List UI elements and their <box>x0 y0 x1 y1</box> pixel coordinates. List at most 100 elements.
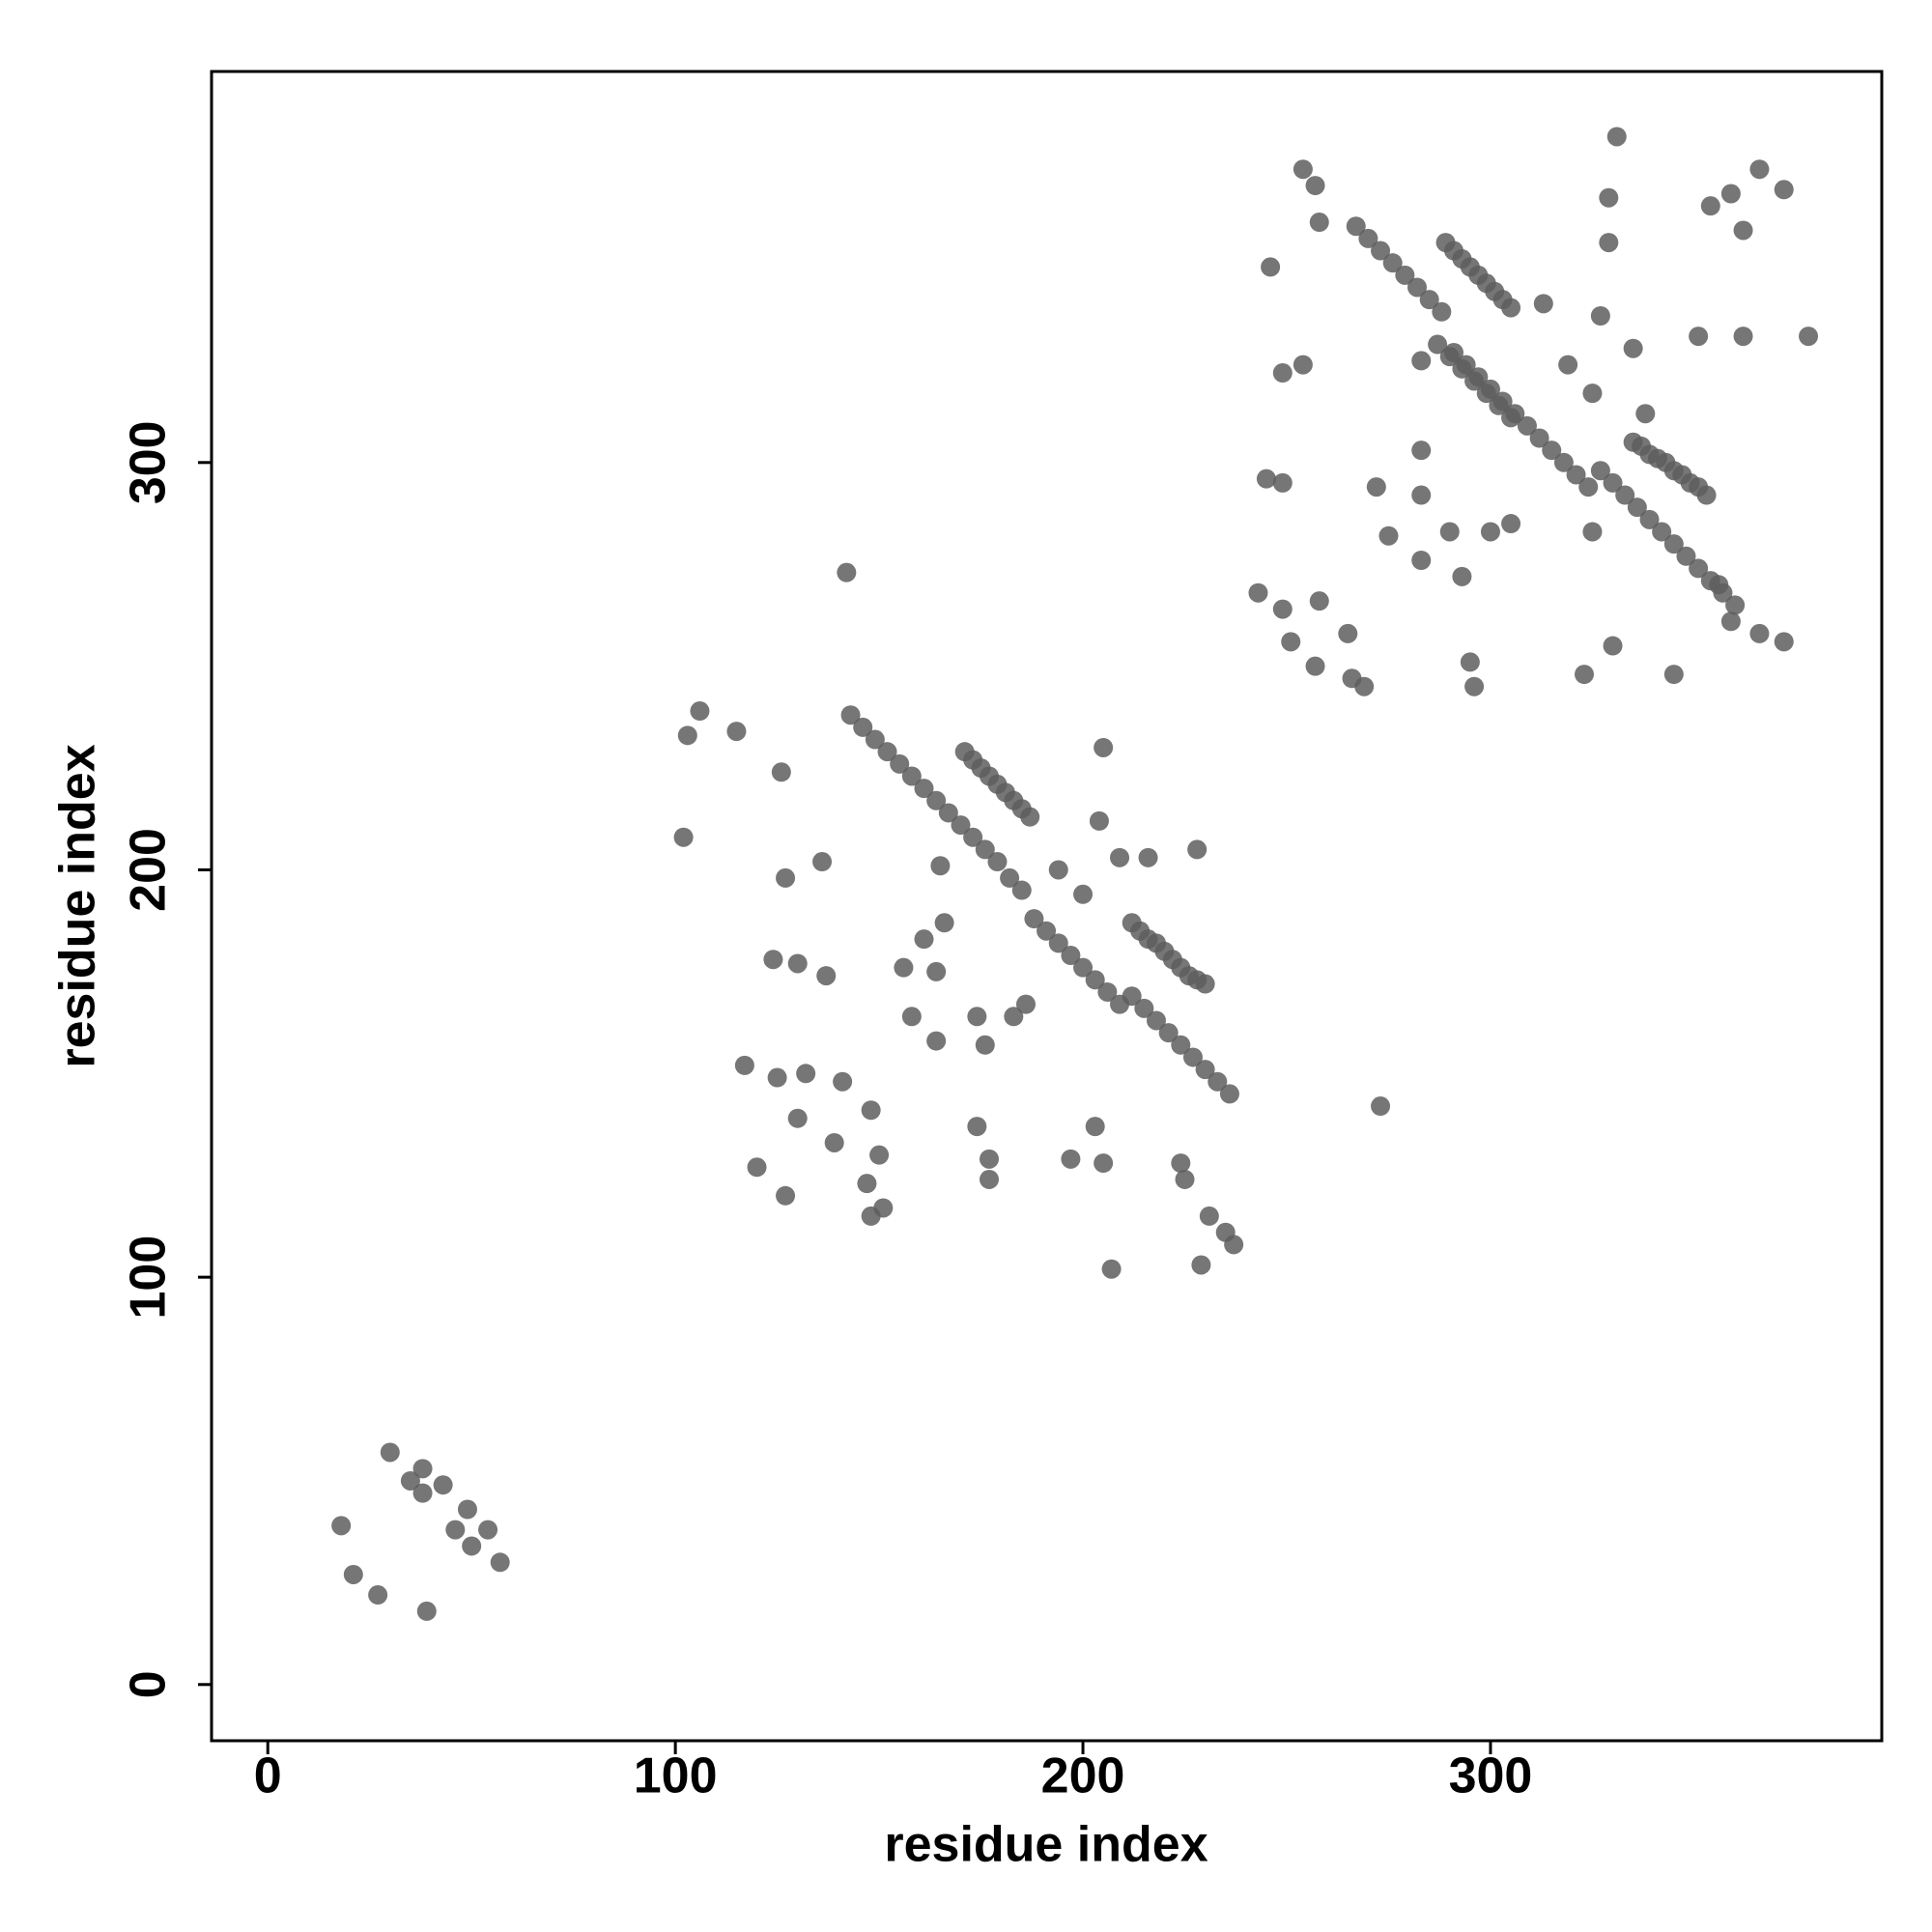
point <box>1411 351 1432 371</box>
point <box>1501 408 1521 428</box>
point <box>1623 338 1643 358</box>
point <box>457 1499 477 1520</box>
point <box>1195 974 1215 994</box>
point <box>1439 347 1460 367</box>
point <box>1366 477 1386 497</box>
point <box>787 953 808 974</box>
point <box>901 1007 922 1027</box>
point <box>1599 233 1619 253</box>
point <box>1097 981 1118 1002</box>
point <box>1553 452 1574 472</box>
point <box>1358 228 1378 248</box>
point <box>1578 477 1599 497</box>
point <box>1725 595 1746 615</box>
point <box>400 1470 420 1491</box>
point <box>914 779 934 799</box>
point <box>1382 253 1403 273</box>
point <box>1037 921 1057 941</box>
point <box>1676 546 1696 566</box>
plot-frame <box>210 70 1884 1743</box>
point <box>816 966 837 986</box>
point <box>1187 839 1208 860</box>
point <box>368 1585 388 1605</box>
point <box>1171 1153 1191 1174</box>
point <box>1590 306 1610 327</box>
point <box>416 1601 437 1621</box>
point <box>690 701 710 722</box>
point <box>1599 187 1619 208</box>
point <box>1094 1153 1114 1174</box>
point <box>380 1442 400 1463</box>
point <box>1175 1169 1195 1189</box>
point <box>877 742 897 762</box>
point <box>1309 213 1329 233</box>
point <box>1048 933 1068 953</box>
point <box>1191 1255 1211 1275</box>
point <box>1582 384 1603 404</box>
point <box>975 1035 995 1055</box>
point <box>1094 737 1114 757</box>
point <box>1590 461 1610 481</box>
point <box>833 1071 853 1092</box>
point <box>1305 176 1325 196</box>
point <box>1464 676 1485 696</box>
point <box>1542 440 1562 461</box>
point <box>1158 1023 1179 1043</box>
point <box>763 950 783 970</box>
point <box>1476 384 1496 404</box>
x-tick-label: 100 <box>634 1748 718 1804</box>
point <box>462 1536 482 1556</box>
point <box>1439 522 1460 542</box>
point <box>975 839 995 860</box>
point <box>734 1055 754 1075</box>
point <box>926 790 947 810</box>
point <box>869 1145 890 1165</box>
point <box>1146 1010 1166 1031</box>
point <box>1138 847 1158 867</box>
point <box>1371 1096 1391 1117</box>
point <box>796 1064 816 1084</box>
point <box>1635 404 1656 424</box>
point <box>1101 1259 1122 1279</box>
point <box>1354 676 1375 696</box>
y-tick-label: 200 <box>121 828 177 912</box>
point <box>1603 472 1623 493</box>
point <box>857 1174 877 1194</box>
point <box>1615 485 1635 505</box>
point <box>1452 358 1472 379</box>
point <box>1733 327 1753 347</box>
point <box>1733 220 1753 241</box>
point <box>1582 522 1603 542</box>
point <box>1663 665 1684 685</box>
point <box>853 717 873 737</box>
x-tick-label: 0 <box>254 1748 282 1804</box>
point <box>1749 623 1770 643</box>
point <box>1709 575 1729 595</box>
point <box>980 1169 1000 1189</box>
point <box>865 729 885 750</box>
point <box>1085 970 1105 990</box>
point <box>1501 298 1521 318</box>
point <box>1689 558 1709 579</box>
point <box>1000 867 1020 888</box>
point <box>1110 847 1130 867</box>
point <box>1749 159 1770 180</box>
point <box>1073 957 1094 978</box>
x-axis-label: residue index <box>884 1817 1208 1873</box>
point <box>1195 1060 1215 1080</box>
point <box>812 852 833 872</box>
point <box>861 1206 881 1226</box>
point <box>331 1516 352 1536</box>
point <box>1411 440 1432 461</box>
point <box>677 725 697 746</box>
point <box>1603 636 1623 656</box>
point <box>987 852 1008 872</box>
point <box>963 827 983 847</box>
y-tick-label: 300 <box>121 420 177 504</box>
point <box>1378 526 1399 546</box>
point <box>1627 497 1647 518</box>
point <box>1346 216 1366 237</box>
point <box>1652 522 1672 542</box>
point <box>1489 395 1509 415</box>
